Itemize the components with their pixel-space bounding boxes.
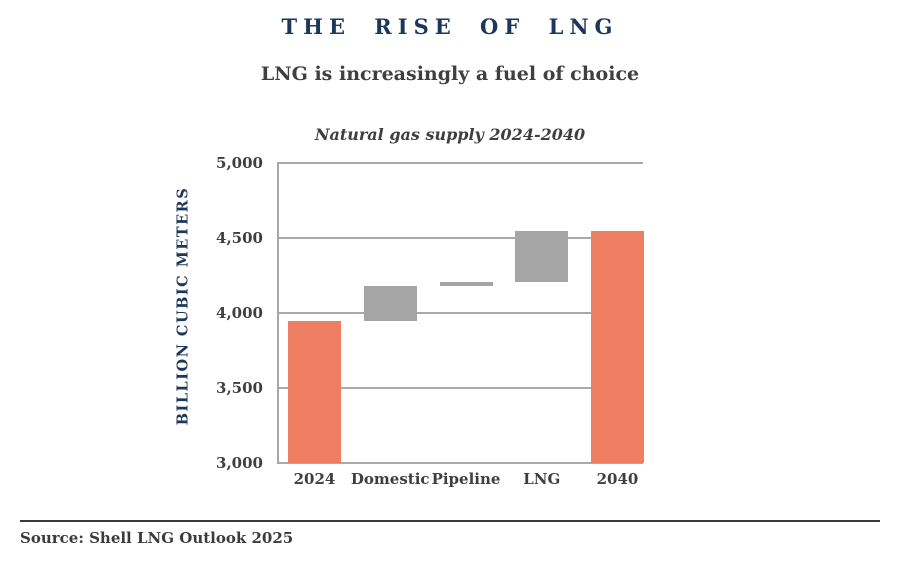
y-axis-line (277, 163, 279, 463)
footer-divider (20, 520, 880, 522)
page-title: THE RISE OF LNG (281, 14, 619, 39)
x-category-label: 2040 (596, 470, 639, 488)
gridline-4000 (277, 312, 643, 314)
y-tick-label: 3,000 (216, 454, 263, 472)
gridline-3000 (277, 462, 643, 464)
bar-domestic (363, 286, 417, 321)
gridline-3500 (277, 387, 643, 389)
x-category-label: Domestic (350, 470, 430, 488)
x-category-label: 2024 (293, 470, 336, 488)
bar-lng (515, 230, 569, 282)
x-category-label: Pipeline (431, 470, 501, 488)
y-tick-label: 5,000 (216, 154, 263, 172)
page-subtitle: LNG is increasingly a fuel of choice (260, 63, 640, 85)
y-tick-label: 3,500 (216, 379, 263, 397)
x-category-label: LNG (523, 470, 561, 488)
bar-pipeline (439, 281, 493, 286)
gridline-4500 (277, 237, 643, 239)
bar-2024 (288, 320, 341, 463)
y-tick-label: 4,000 (216, 304, 263, 322)
y-tick-label: 4,500 (216, 229, 263, 247)
bar-2040 (591, 230, 644, 463)
gridline-5000 (277, 162, 643, 164)
chart-title: Natural gas supply 2024-2040 (314, 125, 586, 144)
source-note: Source: Shell LNG Outlook 2025 (20, 529, 294, 547)
y-axis-title: BILLION CUBIC METERS (174, 186, 192, 426)
